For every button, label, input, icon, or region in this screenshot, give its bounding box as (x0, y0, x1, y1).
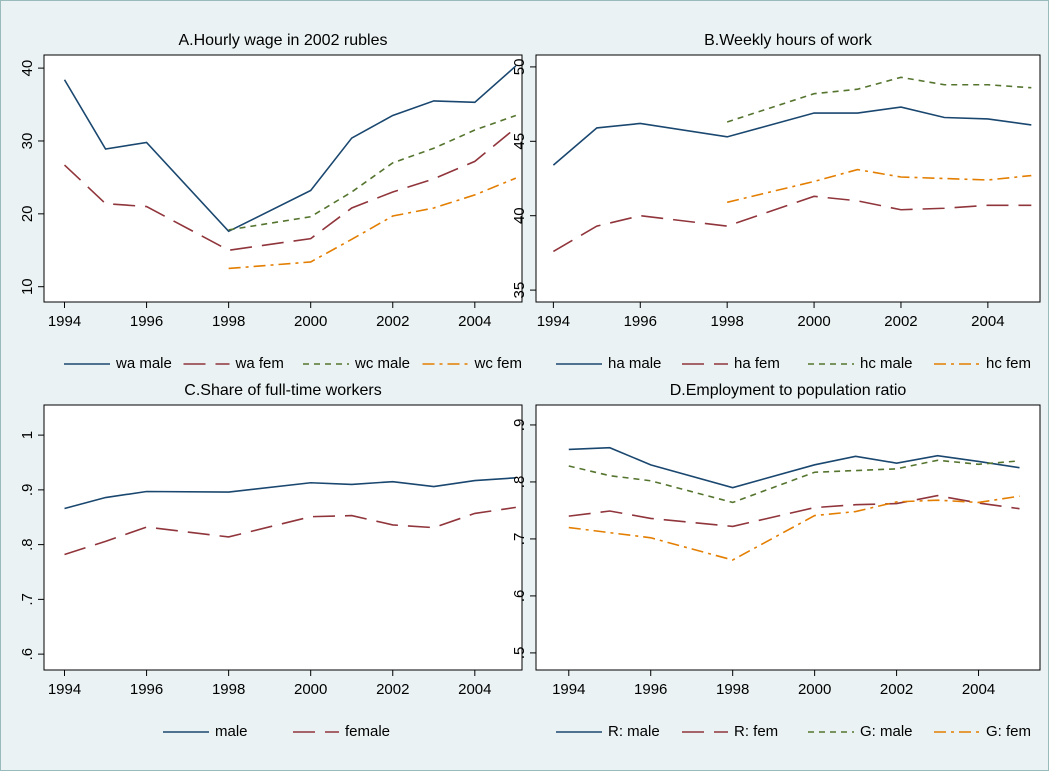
x-tick-label: 2002 (376, 313, 409, 330)
x-tick-label: 1998 (710, 313, 743, 330)
y-tick-label: .9 (19, 484, 36, 497)
legend-label: wa male (115, 355, 172, 372)
legend-label: R: fem (734, 723, 778, 740)
series-line (64, 477, 516, 510)
panel: A.Hourly wage in 2002 rubles 10 20 30 40 1994… (19, 32, 523, 372)
x-tick-label: 2000 (294, 681, 327, 698)
panel-title: D.Employment to population ratio (670, 382, 907, 399)
legend-label: ha male (608, 355, 661, 372)
legend-label: wa fem (235, 355, 284, 372)
series-line (552, 106, 1032, 166)
x-tick-label: 1998 (212, 313, 245, 330)
series-line (63, 127, 517, 252)
x-tick-label: 2004 (458, 313, 491, 330)
y-tick-label: 45 (511, 133, 528, 150)
legend-label: ha fem (734, 355, 780, 372)
series-line (568, 494, 1020, 528)
panel-title: C.Share of full-time workers (184, 382, 381, 399)
x-tick-label: 2004 (962, 681, 995, 698)
panel: C.Share of full-time workers .6 .7 .8 .9 1 199… (19, 382, 523, 740)
legend-label: wc male (354, 355, 410, 372)
y-tick-label: .6 (511, 590, 528, 603)
y-tick-label: 35 (511, 282, 528, 299)
legend-label: wc fem (474, 355, 523, 372)
y-tick-label: 20 (19, 205, 36, 222)
y-tick-label: .6 (19, 648, 36, 661)
plot-area (43, 54, 523, 303)
x-tick-label: 1996 (634, 681, 667, 698)
series-line (228, 114, 517, 231)
panel-title: B.Weekly hours of work (704, 32, 873, 49)
y-tick-label: 10 (19, 278, 36, 295)
x-tick-label: 2004 (971, 313, 1004, 330)
y-tick-label: 40 (19, 60, 36, 77)
x-tick-label: 2000 (797, 313, 830, 330)
x-tick-label: 1998 (212, 681, 245, 698)
x-tick-label: 1996 (130, 313, 163, 330)
series-line (726, 76, 1032, 123)
x-tick-label: 1994 (552, 681, 585, 698)
plot-area (535, 54, 1041, 303)
series-line (568, 459, 1020, 504)
panel: D.Employment to population ratio .5 .6 .7 .8… (511, 382, 1041, 740)
x-tick-label: 1994 (537, 313, 570, 330)
series-line (63, 65, 517, 233)
legend-label: female (345, 723, 390, 740)
x-tick-label: 1994 (48, 681, 81, 698)
x-tick-label: 2002 (884, 313, 917, 330)
series-line (726, 168, 1032, 204)
x-tick-label: 1996 (624, 313, 657, 330)
series-line (228, 177, 517, 270)
x-tick-label: 2002 (376, 681, 409, 698)
y-tick-label: .9 (511, 419, 528, 432)
x-tick-label: 2004 (458, 681, 491, 698)
legend-label: hc male (860, 355, 913, 372)
x-tick-label: 2000 (294, 313, 327, 330)
y-tick-label: 1 (19, 431, 36, 439)
legend-label: R: male (608, 723, 660, 740)
y-tick-label: .8 (19, 538, 36, 551)
y-tick-label: 30 (19, 133, 36, 150)
plot-area (43, 404, 523, 671)
legend-label: hc fem (986, 355, 1031, 372)
x-tick-label: 2000 (798, 681, 831, 698)
series-line (568, 446, 1020, 489)
y-tick-label: .5 (511, 647, 528, 660)
series-line (568, 495, 1020, 561)
x-tick-label: 1998 (716, 681, 749, 698)
panel-title: A.Hourly wage in 2002 rubles (178, 32, 387, 49)
series-line (64, 506, 516, 556)
y-tick-label: .7 (511, 533, 528, 546)
x-tick-label: 2002 (880, 681, 913, 698)
x-tick-label: 1996 (130, 681, 163, 698)
series-line (552, 195, 1032, 253)
y-tick-label: 50 (511, 59, 528, 76)
legend-label: G: fem (986, 723, 1031, 740)
legend-label: G: male (860, 723, 913, 740)
y-tick-label: 40 (511, 207, 528, 224)
y-tick-label: .8 (511, 476, 528, 489)
plot-area (535, 404, 1041, 671)
x-tick-label: 1994 (48, 313, 81, 330)
y-tick-label: .7 (19, 593, 36, 606)
panel: B.Weekly hours of work 35 40 45 50 1994 1996 19… (511, 32, 1041, 372)
legend-label: male (215, 723, 248, 740)
